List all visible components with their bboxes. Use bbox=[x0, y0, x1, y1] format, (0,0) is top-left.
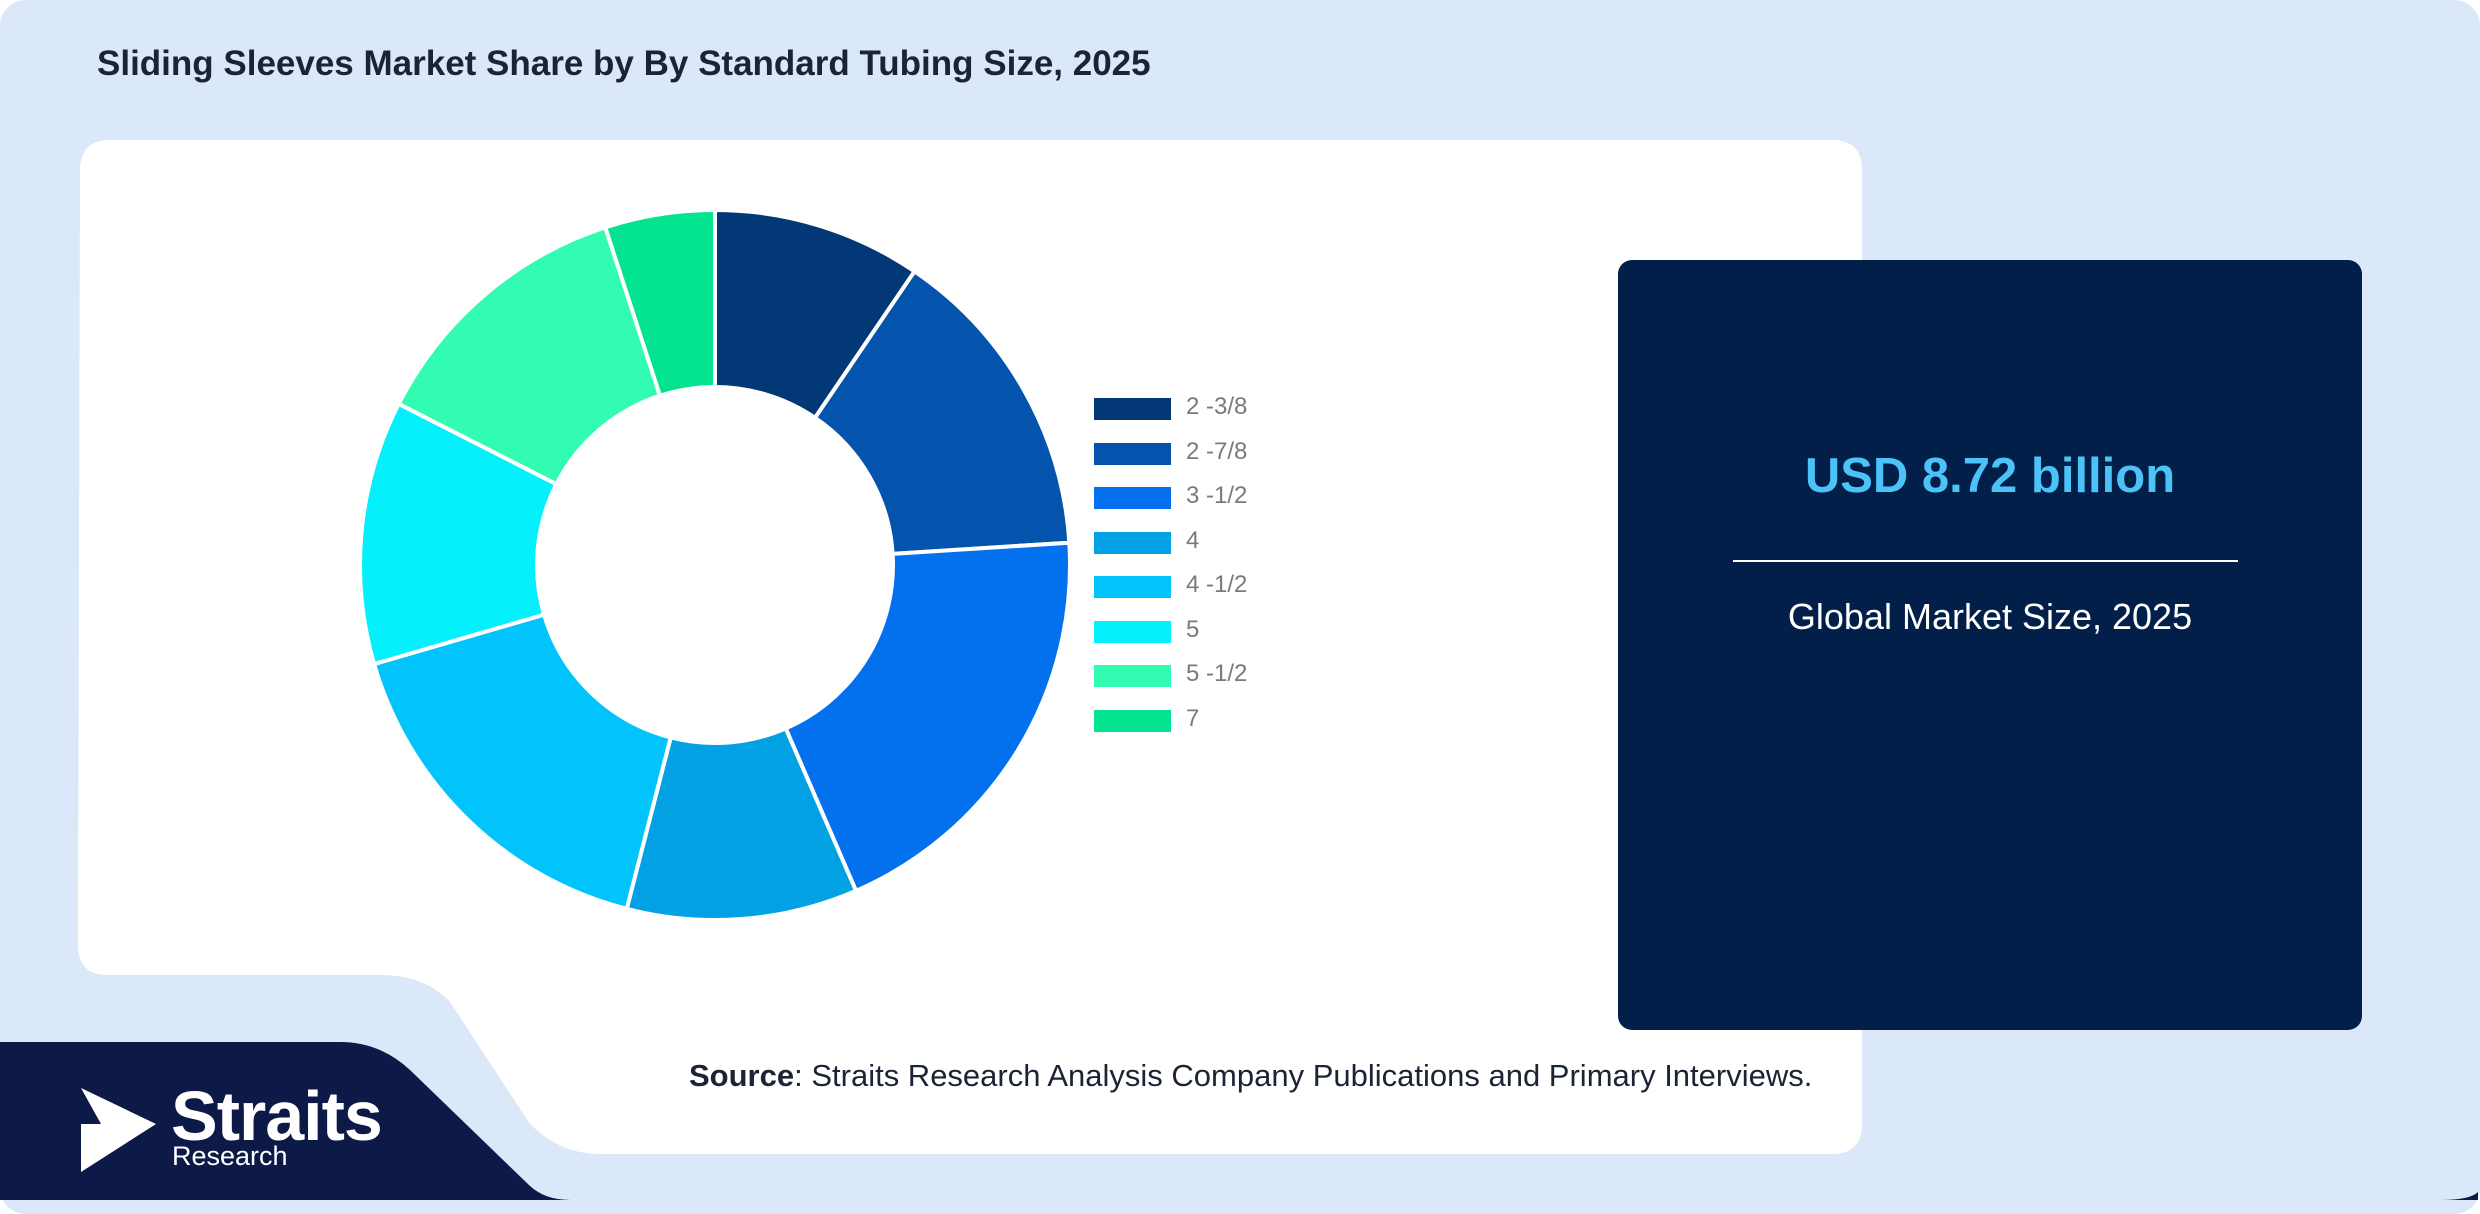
market-size-divider bbox=[1733, 560, 2238, 562]
legend-swatch bbox=[1094, 487, 1171, 509]
market-size-label: Global Market Size, 2025 bbox=[1787, 596, 2193, 637]
legend-label: 4 -1/2 bbox=[1186, 571, 1248, 598]
legend-label: 4 bbox=[1186, 526, 1200, 554]
source-text: : Straits Research Analysis Company Publ… bbox=[794, 1058, 1813, 1093]
market-size-box: USD 8.72 billion Global Market Size, 202… bbox=[1618, 260, 2362, 1030]
legend-swatch bbox=[1094, 576, 1171, 598]
legend-swatch bbox=[1094, 709, 1171, 732]
legend-swatch bbox=[1094, 620, 1171, 643]
straits-logo-icon bbox=[81, 1088, 156, 1172]
legend-label: 2 -7/8 bbox=[1186, 437, 1248, 465]
donut-slice-5-1-2 bbox=[396, 224, 663, 487]
market-size-value: USD 8.72 billion bbox=[1804, 449, 2176, 503]
donut-slice-2-7-8 bbox=[812, 268, 1072, 556]
legend-swatch bbox=[1094, 665, 1171, 687]
donut-slice-5 bbox=[358, 401, 560, 667]
source-label: Source bbox=[689, 1058, 795, 1093]
donut-slice-7 bbox=[602, 207, 717, 399]
source-note: Source: Straits Research Analysis Compan… bbox=[689, 1058, 1812, 1094]
legend-label: 7 bbox=[1186, 704, 1200, 732]
legend-swatch bbox=[1094, 398, 1171, 420]
logo-wordmark: Straits bbox=[171, 1077, 383, 1155]
legend-label: 3 -1/2 bbox=[1186, 482, 1248, 509]
legend-label: 2 -3/8 bbox=[1186, 393, 1248, 420]
legend-swatch bbox=[1094, 442, 1171, 465]
logo-subtitle: Research bbox=[172, 1141, 288, 1171]
legend-swatch bbox=[1094, 531, 1171, 554]
legend-label: 5 -1/2 bbox=[1186, 660, 1248, 687]
donut-slice-3-1-2 bbox=[783, 540, 1072, 894]
chart-title: Sliding Sleeves Market Share by By Stand… bbox=[97, 44, 1151, 83]
donut-slice-4-1-2 bbox=[371, 612, 674, 912]
donut-chart bbox=[358, 207, 1072, 922]
legend-label: 5 bbox=[1186, 615, 1200, 643]
